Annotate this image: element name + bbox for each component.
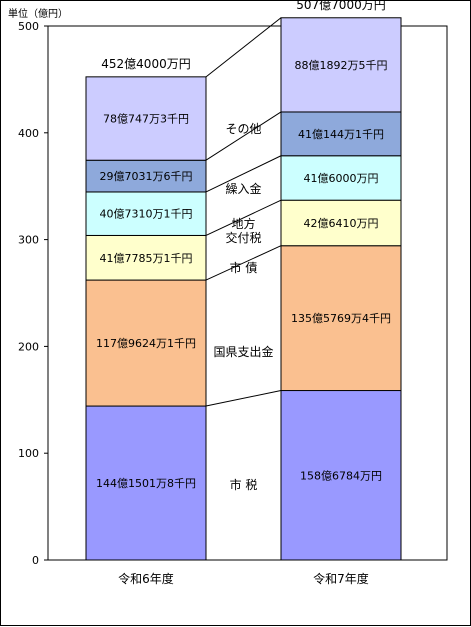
data-label-4-0: 29億7031万6千円	[100, 170, 193, 183]
data-label-1-0: 117億9624万1千円	[96, 337, 196, 350]
series-name-line: 市 税	[230, 477, 258, 492]
data-label-3-1: 41億6000万円	[304, 172, 379, 185]
series-name-2: 市 債	[230, 260, 258, 275]
bar-segment-5-1	[280, 17, 402, 113]
series-name-line: 市 債	[230, 260, 258, 275]
data-label-0-1: 158億6784万円	[300, 469, 382, 482]
bar-segment-4-0	[85, 159, 207, 193]
series-name-line: 交付税	[225, 230, 261, 245]
bar-segment-0-0	[85, 405, 207, 561]
series-name-5: その他	[225, 122, 261, 136]
bar-segment-2-0	[85, 234, 207, 281]
data-label-4-1: 41億144万1千円	[298, 128, 384, 141]
connector-line-6	[205, 17, 282, 78]
connector-line-2	[205, 245, 282, 281]
data-label-0-0: 144億1501万8千円	[96, 477, 196, 490]
total-label-0: 452億4000万円	[101, 57, 190, 71]
bar-segment-1-1	[280, 245, 402, 392]
series-name-line: その他	[225, 122, 261, 136]
bar-segment-4-1	[280, 111, 402, 157]
bar-segment-2-1	[280, 199, 402, 247]
series-name-line: 国県支出金	[213, 344, 273, 359]
connector-line-1	[205, 390, 282, 407]
y-tick-label-5: 500	[18, 20, 39, 33]
data-label-5-0: 78億747万3千円	[103, 113, 189, 126]
series-name-3: 地方交付税	[225, 216, 261, 245]
y-tick-label-3: 300	[18, 234, 39, 247]
data-label-3-0: 40億7310万1千円	[100, 208, 193, 221]
data-label-5-1: 88億1892万5千円	[295, 59, 388, 72]
category-label-0: 令和6年度	[118, 571, 174, 586]
series-name-4: 繰入金	[225, 181, 261, 196]
bar-segment-3-0	[85, 191, 207, 236]
connector-line-5	[205, 111, 282, 161]
bar-segment-0-1	[280, 390, 402, 561]
data-label-2-0: 41億7785万1千円	[100, 252, 193, 265]
data-label-1-1: 135億5769万4千円	[291, 312, 391, 325]
bar-segment-1-0	[85, 279, 207, 407]
y-tick-label-1: 100	[18, 447, 39, 460]
y-tick-label-4: 400	[18, 127, 39, 140]
data-label-2-1: 42億6410万円	[304, 217, 379, 230]
connector-line-4	[205, 155, 282, 193]
series-name-line: 繰入金	[225, 181, 261, 196]
category-label-1: 令和7年度	[313, 571, 369, 586]
connector-line-3	[205, 199, 282, 236]
unit-label: 単位（億円）	[8, 9, 68, 20]
series-name-line: 地方	[231, 216, 255, 231]
total-label-1: 507億7000万円	[296, 1, 385, 12]
bar-segment-5-0	[85, 76, 207, 161]
series-name-0: 市 税	[230, 477, 258, 492]
y-tick-label-0: 0	[32, 554, 39, 567]
series-name-1: 国県支出金	[213, 344, 273, 359]
y-tick-label-2: 200	[18, 340, 39, 353]
